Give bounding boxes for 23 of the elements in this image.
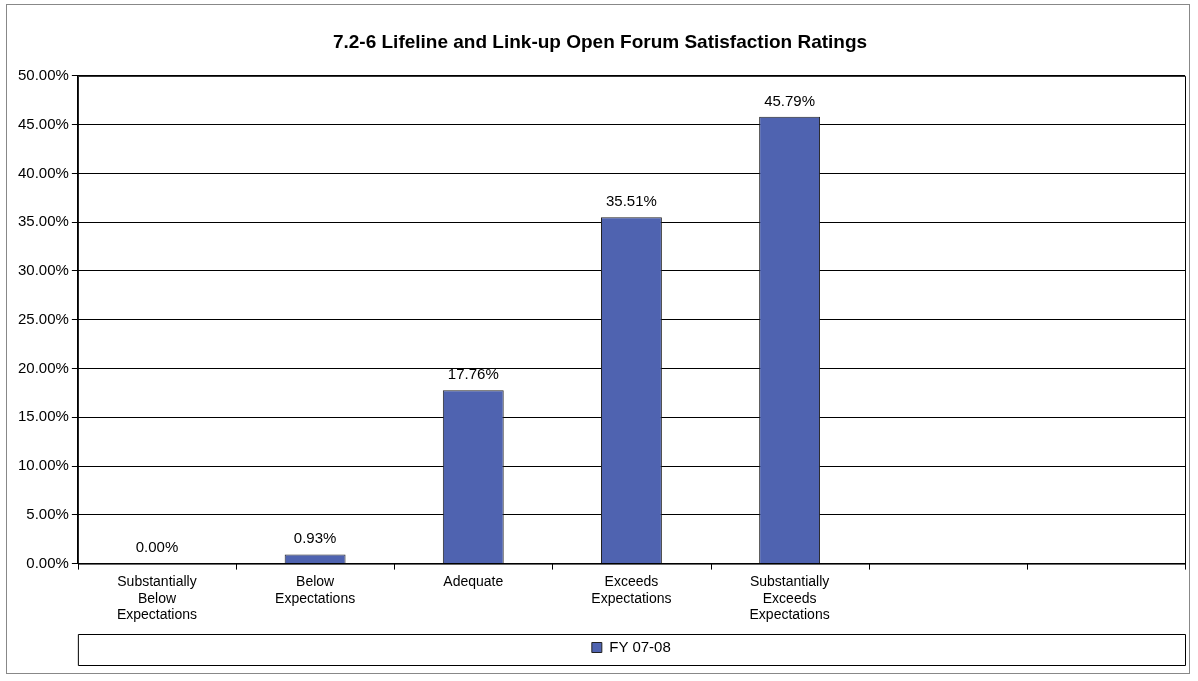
- legend-label: FY 07-08: [609, 637, 671, 655]
- data-label: 0.93%: [293, 529, 337, 547]
- y-tick-label: 10.00%: [18, 456, 69, 474]
- data-label: 17.76%: [447, 364, 499, 382]
- x-tick-label: Substantially Exceeds Expectations: [749, 572, 830, 623]
- y-tick-label: 50.00%: [18, 65, 69, 83]
- data-label: 45.79%: [764, 91, 816, 109]
- y-tick-label: 15.00%: [18, 407, 69, 425]
- data-label: 35.51%: [606, 191, 657, 209]
- y-tick-label: 45.00%: [18, 114, 69, 132]
- y-tick-label: 35.00%: [18, 212, 69, 230]
- y-tick-label: 20.00%: [18, 358, 69, 376]
- y-tick-label: 0.00%: [26, 553, 69, 571]
- x-tick-label: Substantially Below Expectations: [116, 572, 198, 623]
- y-tick-label: 25.00%: [18, 309, 69, 327]
- x-tick-label: Below Expectations: [275, 572, 356, 606]
- x-tick-label: Exceeds Expectations: [591, 572, 672, 606]
- x-tick-label: Adequate: [443, 572, 504, 589]
- y-tick-label: 30.00%: [18, 261, 69, 279]
- y-tick-label: 5.00%: [26, 504, 69, 522]
- chart-title: 7.2-6 Lifeline and Link-up Open Forum Satisfaction Ratings: [332, 30, 868, 52]
- y-tick-label: 40.00%: [18, 163, 69, 181]
- data-label: 0.00%: [135, 538, 179, 556]
